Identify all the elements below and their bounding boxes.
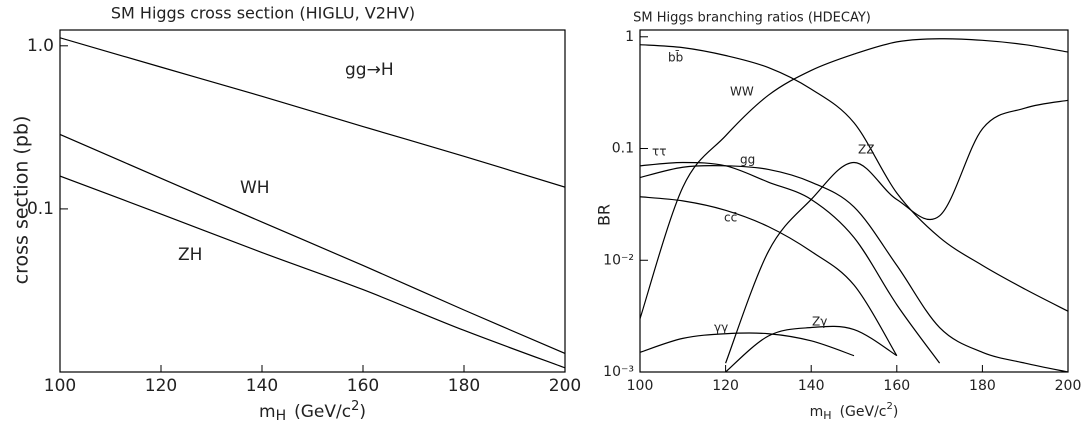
- y-tick-label: 0.1: [612, 141, 634, 157]
- x-axis-label-part: 2: [887, 401, 893, 412]
- x-axis-label-part: H: [276, 408, 287, 424]
- series-label: WH: [240, 178, 270, 198]
- x-axis-label-part: ): [359, 402, 366, 422]
- y-tick-label: 0.1: [27, 199, 54, 219]
- series-group: [60, 37, 565, 369]
- series-group: [640, 38, 1068, 372]
- x-axis-label-part: H: [823, 409, 831, 422]
- x-tick-label: 120: [712, 378, 739, 394]
- series-line: [60, 37, 565, 188]
- y-tick-label: 1: [625, 29, 634, 45]
- x-tick-label: 140: [798, 378, 825, 394]
- series-line: [60, 175, 565, 369]
- chart-title: SM Higgs branching ratios (HDECAY): [633, 11, 871, 26]
- x-axis-label-part: 2: [351, 399, 359, 414]
- series-line: [640, 332, 855, 357]
- x-axis-label-part: (GeV/c: [840, 404, 887, 420]
- series-label: ZH: [178, 245, 202, 265]
- panel: SM Higgs branching ratios (HDECAY) BR mH (G…: [595, 11, 1082, 423]
- plot-frame: [639, 29, 1069, 373]
- series-label: γγ: [714, 321, 728, 335]
- series-label: Zγ: [812, 315, 827, 329]
- series-line: [640, 165, 1068, 372]
- series-label: ττ: [652, 145, 666, 159]
- series-line: [725, 99, 1068, 364]
- x-tick-label: 180: [448, 376, 480, 396]
- series-label: gg→H: [345, 60, 394, 80]
- panel: SM Higgs cross section (HIGLU, V2HV) cros…: [11, 4, 582, 425]
- series-label: WW: [730, 85, 754, 99]
- series-label: bb̄: [668, 50, 683, 64]
- x-tick-label: 120: [145, 376, 177, 396]
- series-line: [725, 325, 898, 372]
- x-axis-label-part: ): [893, 404, 898, 420]
- series-line: [640, 44, 1068, 312]
- x-tick-label: 100: [44, 376, 76, 396]
- x-axis-label-part: m: [259, 402, 276, 422]
- x-tick-label: 200: [549, 376, 581, 396]
- series-label: ZZ: [858, 143, 874, 157]
- y-axis-label: BR: [595, 204, 614, 226]
- x-axis-label: mH (GeV/c2): [259, 399, 366, 425]
- chart-title: SM Higgs cross section (HIGLU, V2HV): [111, 4, 415, 23]
- x-tick-label: 160: [883, 378, 910, 394]
- series-line: [60, 133, 565, 354]
- y-axis-label: cross section (pb): [11, 116, 33, 285]
- x-tick-label: 160: [347, 376, 379, 396]
- x-axis-label-part: (GeV/c: [294, 402, 351, 422]
- y-tick-label: 1.0: [27, 36, 54, 56]
- series-line: [640, 161, 941, 364]
- plot-frame: [59, 29, 566, 373]
- y-tick-label: 10⁻²: [603, 252, 634, 268]
- series-label: cc̄: [724, 211, 737, 225]
- series-line: [640, 196, 898, 356]
- x-axis-label-part: m: [810, 404, 824, 420]
- series-line: [640, 38, 1068, 319]
- x-tick-label: 100: [627, 378, 654, 394]
- x-tick-label: 180: [969, 378, 996, 394]
- x-tick-label: 200: [1055, 378, 1082, 394]
- x-axis-label: mH (GeV/c2): [810, 401, 899, 422]
- x-tick-label: 140: [246, 376, 278, 396]
- series-label: gg: [740, 153, 755, 167]
- y-tick-label: 10⁻³: [603, 364, 634, 380]
